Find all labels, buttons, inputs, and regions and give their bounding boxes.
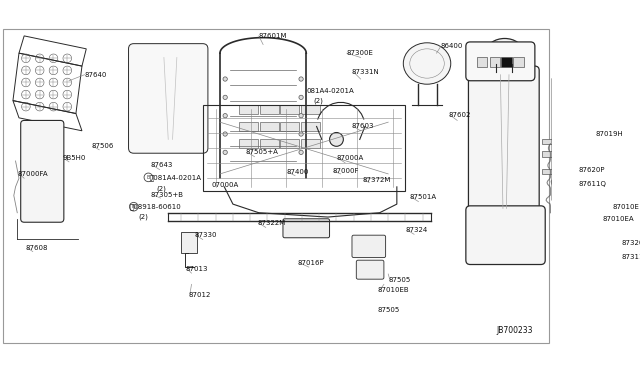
Bar xyxy=(260,140,278,148)
FancyBboxPatch shape xyxy=(356,260,384,279)
FancyBboxPatch shape xyxy=(129,44,208,153)
Text: 87505: 87505 xyxy=(388,277,410,283)
Text: (2): (2) xyxy=(156,185,166,192)
Text: 87010EA: 87010EA xyxy=(602,216,634,222)
Text: 87372M: 87372M xyxy=(362,177,390,183)
Bar xyxy=(239,105,258,113)
Text: N: N xyxy=(132,204,136,209)
Circle shape xyxy=(299,150,303,154)
Text: 87620P: 87620P xyxy=(578,167,605,173)
FancyBboxPatch shape xyxy=(352,235,386,257)
Text: 87324: 87324 xyxy=(406,227,428,233)
FancyBboxPatch shape xyxy=(466,42,535,81)
Bar xyxy=(501,57,511,67)
Bar xyxy=(280,140,300,148)
Text: Ⓝ081A4-0201A: Ⓝ081A4-0201A xyxy=(149,174,201,181)
Text: (2): (2) xyxy=(313,97,323,104)
Text: 87505: 87505 xyxy=(378,307,400,313)
Text: 87608: 87608 xyxy=(26,245,49,251)
FancyBboxPatch shape xyxy=(20,121,64,222)
Circle shape xyxy=(330,132,343,146)
Text: 87611Q: 87611Q xyxy=(578,181,606,187)
Circle shape xyxy=(223,113,227,118)
FancyBboxPatch shape xyxy=(468,66,539,217)
Text: 081A4-0201A: 081A4-0201A xyxy=(307,88,354,94)
Text: 87320N: 87320N xyxy=(621,240,640,246)
Ellipse shape xyxy=(403,43,451,84)
Circle shape xyxy=(299,113,303,118)
Text: Ⓞ08918-60610: Ⓞ08918-60610 xyxy=(129,203,181,210)
Bar xyxy=(260,105,278,113)
Text: 87643: 87643 xyxy=(151,162,173,168)
Bar xyxy=(542,138,552,144)
Text: 87602: 87602 xyxy=(449,112,471,118)
Text: 87506: 87506 xyxy=(92,143,114,149)
Text: 87013: 87013 xyxy=(186,266,208,272)
Text: B: B xyxy=(147,175,150,180)
Text: 86400: 86400 xyxy=(441,43,463,49)
Bar xyxy=(301,140,320,148)
Text: 87010EB: 87010EB xyxy=(378,288,410,294)
Text: 87322M: 87322M xyxy=(257,220,285,226)
Text: 87501A: 87501A xyxy=(410,194,437,200)
Bar xyxy=(542,151,552,157)
Text: JB700233: JB700233 xyxy=(496,327,532,336)
Circle shape xyxy=(299,132,303,136)
Text: 87305+B: 87305+B xyxy=(151,192,184,198)
Text: 9B5H0: 9B5H0 xyxy=(62,155,86,161)
Text: 87603: 87603 xyxy=(352,124,374,129)
Text: 87300E: 87300E xyxy=(347,50,374,56)
Text: 87311Q: 87311Q xyxy=(621,254,640,260)
Bar xyxy=(542,169,552,174)
Bar xyxy=(301,122,320,131)
Circle shape xyxy=(223,77,227,81)
Text: 87330: 87330 xyxy=(194,232,216,238)
Circle shape xyxy=(223,150,227,154)
Text: 87000A: 87000A xyxy=(337,155,364,161)
FancyBboxPatch shape xyxy=(283,219,330,238)
Ellipse shape xyxy=(486,38,523,64)
Text: 87400: 87400 xyxy=(287,169,308,175)
Circle shape xyxy=(223,132,227,136)
Circle shape xyxy=(223,95,227,100)
FancyBboxPatch shape xyxy=(466,206,545,264)
Circle shape xyxy=(299,95,303,100)
Bar xyxy=(239,140,258,148)
Text: 87000FA: 87000FA xyxy=(17,171,48,177)
Text: 87012: 87012 xyxy=(188,292,211,298)
Text: 87000F: 87000F xyxy=(332,169,358,174)
Bar xyxy=(513,57,524,67)
Text: 87505+A: 87505+A xyxy=(246,149,279,155)
Bar xyxy=(260,122,278,131)
Text: (2): (2) xyxy=(138,214,148,220)
Text: 87016P: 87016P xyxy=(298,260,324,266)
Text: 87601M: 87601M xyxy=(259,33,287,39)
Bar xyxy=(239,122,258,131)
Bar xyxy=(280,122,300,131)
Circle shape xyxy=(299,77,303,81)
Bar xyxy=(181,232,196,253)
Bar xyxy=(301,105,320,113)
Text: 87640: 87640 xyxy=(84,72,107,78)
Bar xyxy=(490,57,500,67)
Text: 87331N: 87331N xyxy=(351,69,379,75)
Bar xyxy=(477,57,488,67)
Text: 07000A: 07000A xyxy=(211,182,239,188)
Bar xyxy=(280,105,300,113)
Text: 87010E: 87010E xyxy=(612,204,639,210)
Text: 87019H: 87019H xyxy=(595,131,623,137)
